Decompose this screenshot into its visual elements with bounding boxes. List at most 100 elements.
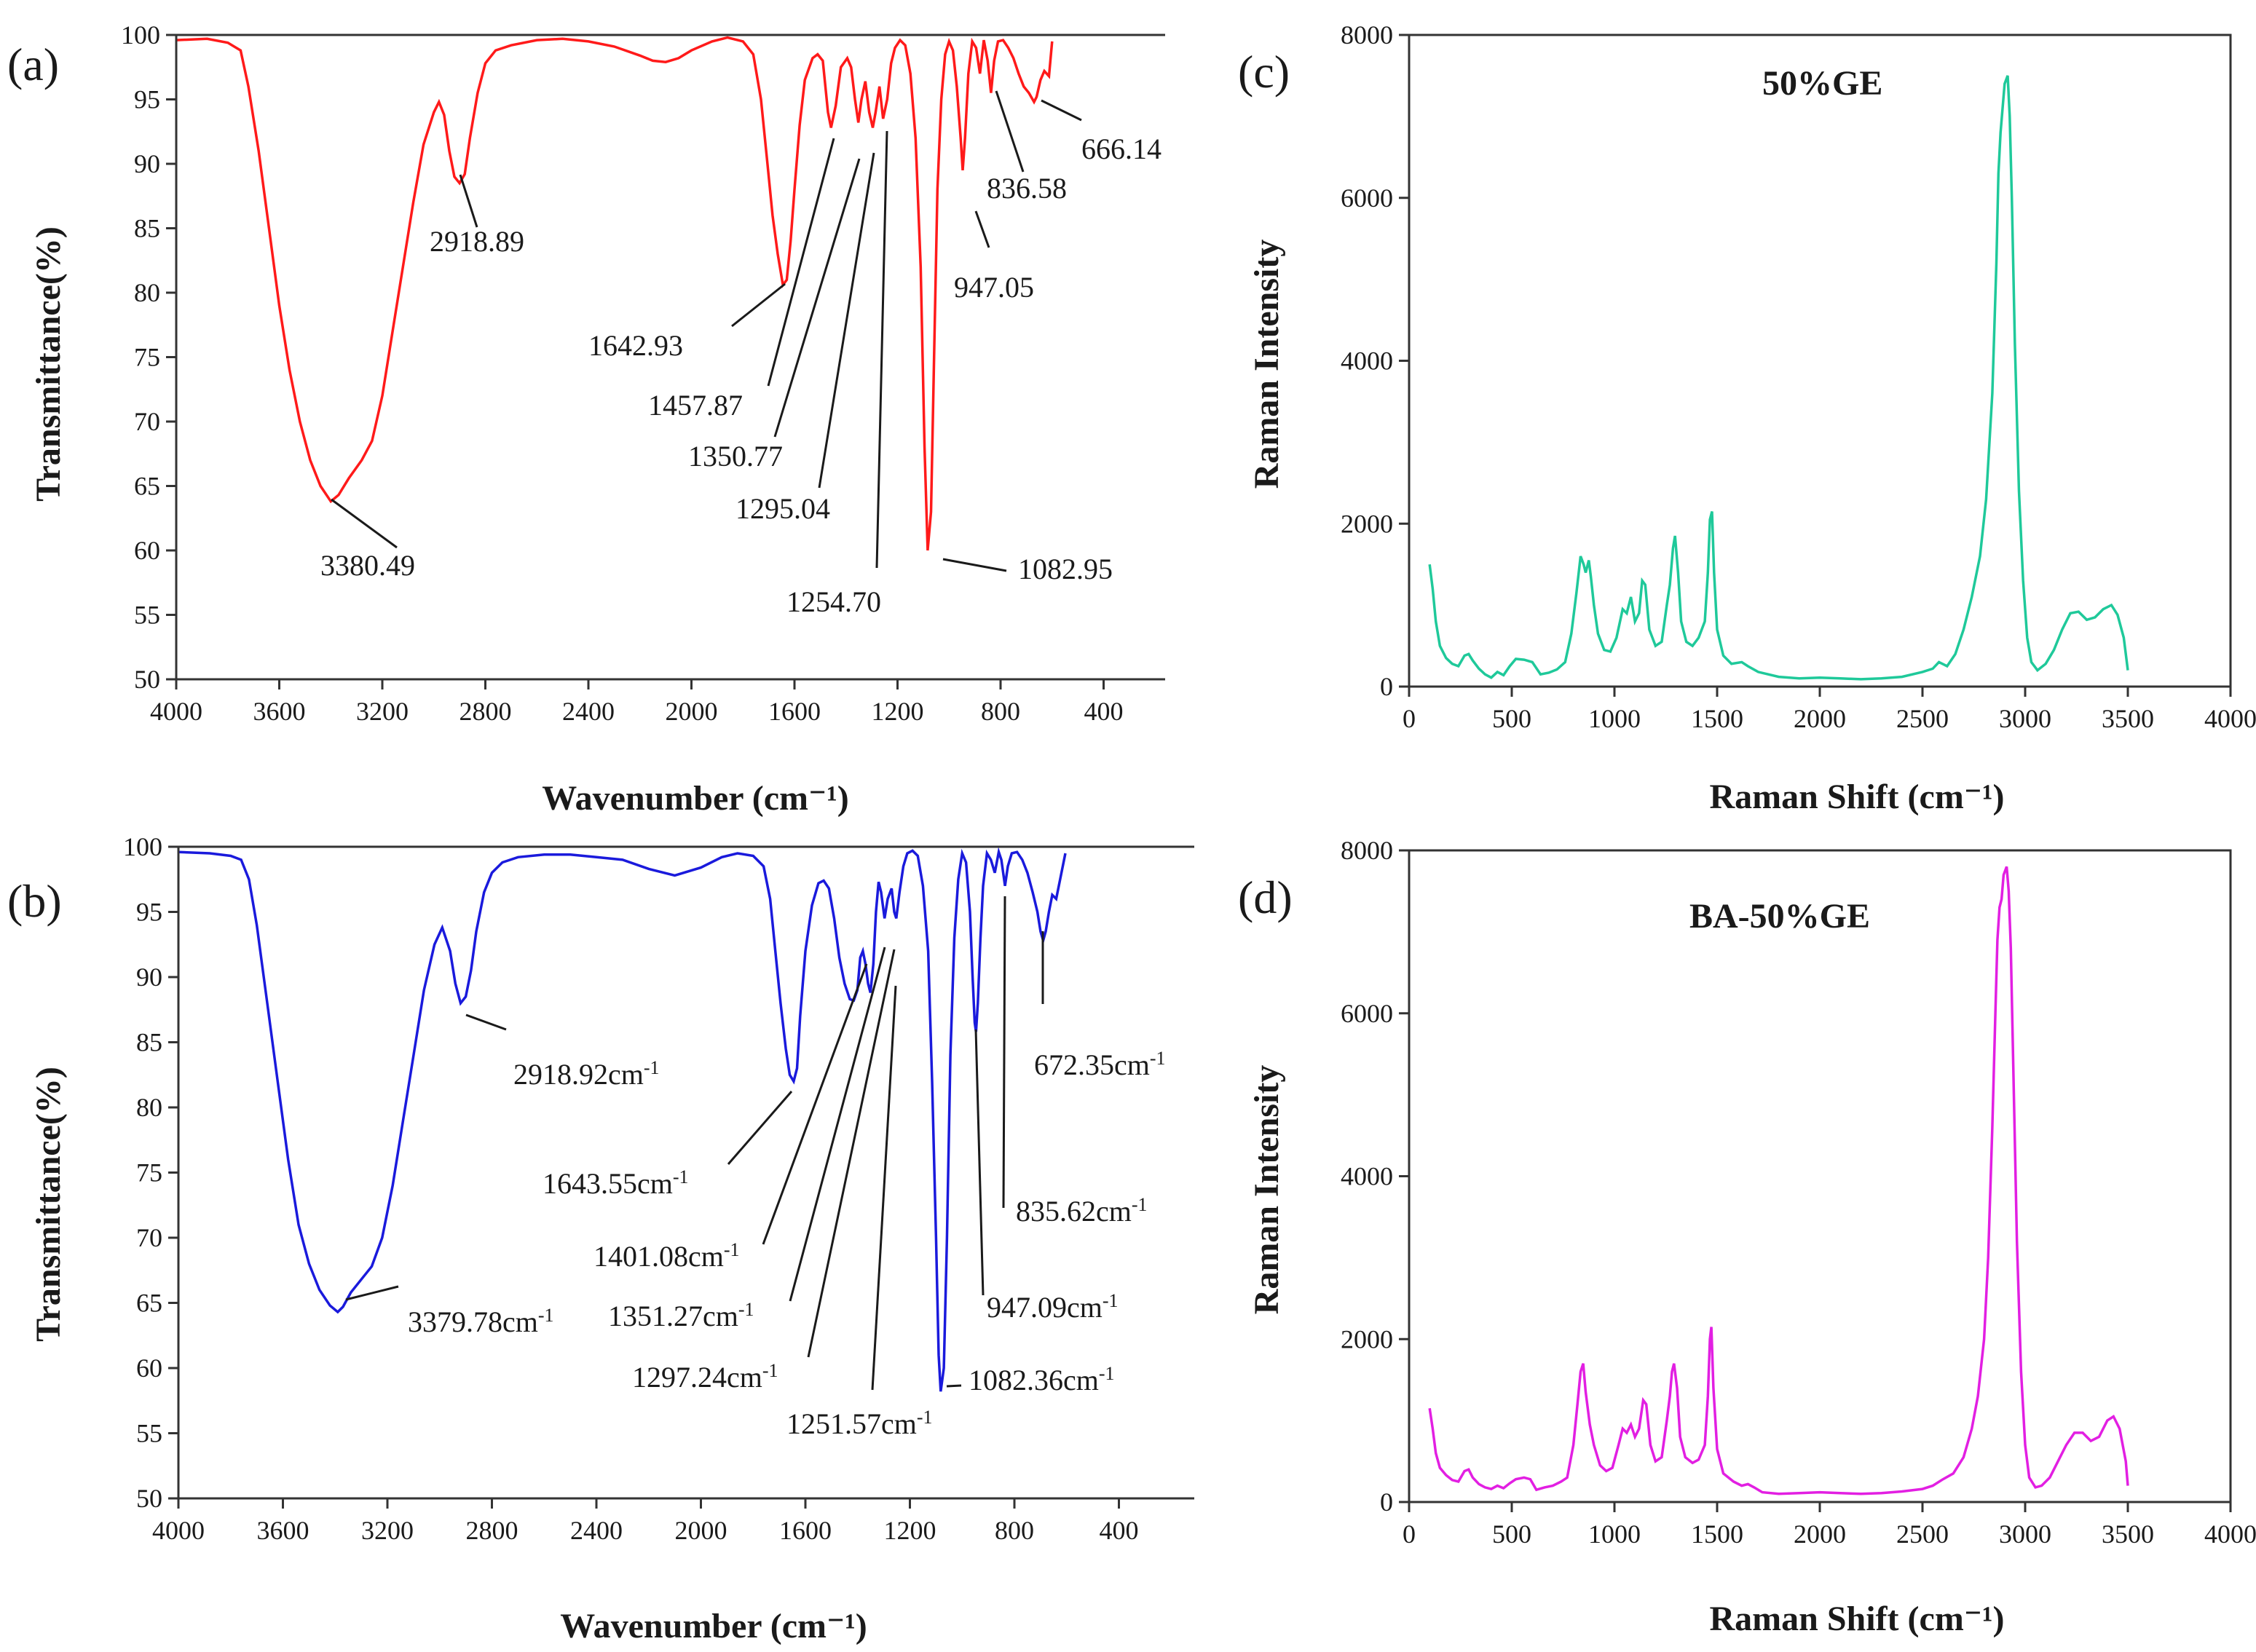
peak-label-1643: 1643.55cm-1 [543, 1166, 689, 1200]
peak-label-947: 947.05 [954, 271, 1034, 304]
plot-frame-d [1408, 849, 2232, 1503]
y-tick-label: 80 [136, 1093, 162, 1122]
x-tick-label: 2800 [466, 1516, 518, 1545]
x-ticks-d: 0 500 1000 1500 2000 2500 3000 3500 4000 [1403, 1502, 2256, 1549]
x-tick-label: 3000 [1999, 704, 2051, 733]
x-tick-label: 2400 [570, 1516, 623, 1545]
peak-label-666: 666.14 [1081, 133, 1161, 165]
y-tick-label: 65 [136, 1289, 162, 1318]
x-tick-label: 2000 [666, 697, 718, 726]
chart-d: (d) BA-50%GE Raman Intensity Raman Shift… [1238, 836, 2256, 1638]
y-axis-label-a: Transmittance(%) [29, 226, 68, 502]
peak-label-1350: 1350.77 [688, 440, 783, 473]
peak-label-1457: 1457.87 [648, 389, 743, 422]
x-tick-label: 4000 [150, 697, 202, 726]
y-tick-label: 100 [123, 832, 162, 861]
y-tick-label: 8000 [1341, 20, 1393, 50]
peak-label-836: 836.58 [987, 172, 1067, 205]
peak-label-3380: 3380.49 [320, 549, 415, 582]
y-tick-label: 60 [134, 536, 160, 565]
peak-label-1401: 1401.08cm-1 [593, 1239, 740, 1273]
x-tick-label: 3000 [1999, 1519, 2051, 1549]
y-tick-label: 70 [136, 1223, 162, 1252]
annotations-b: 3379.78cm-1 2918.92cm-1 1643.55cm-1 1401… [345, 896, 1166, 1440]
y-tick-label: 70 [134, 407, 160, 436]
y-ticks-c: 0 2000 4000 6000 8000 [1341, 20, 1409, 701]
chart-title-c: 50%GE [1762, 64, 1882, 103]
x-tick-label: 400 [1100, 1516, 1139, 1545]
y-tick-label: 6000 [1341, 183, 1393, 213]
chart-b: (b) Transmittance(%) Wavenumber (cm⁻¹) 5… [7, 832, 1194, 1645]
x-tick-label: 1200 [884, 1516, 936, 1545]
chart-a: (a) Transmittance(%) Wavenumber (cm⁻¹) 5… [7, 20, 1165, 818]
y-tick-label: 50 [134, 665, 160, 694]
x-tick-label: 3500 [2102, 704, 2154, 733]
y-tick-label: 50 [136, 1484, 162, 1513]
x-axis-label-d: Raman Shift (cm⁻¹) [1709, 1600, 2004, 1638]
x-tick-label: 500 [1492, 704, 1531, 733]
peak-label-1251: 1251.57cm-1 [786, 1407, 933, 1440]
peak-label-1082: 1082.95 [1018, 553, 1113, 585]
y-tick-label: 90 [136, 963, 162, 992]
y-tick-label: 100 [121, 20, 160, 50]
annotations-a: 3380.49 2918.89 1642.93 1457.87 1350.77 … [320, 90, 1161, 618]
x-tick-label: 400 [1084, 697, 1124, 726]
x-ticks-b: 400036003200280024002000160012008004000 [152, 1498, 1139, 1545]
y-tick-label: 0 [1380, 1487, 1393, 1517]
peak-label-3379: 3379.78cm-1 [408, 1305, 554, 1338]
x-tick-label: 2400 [562, 697, 615, 726]
raman-line-d [1428, 866, 2129, 1495]
y-tick-label: 85 [134, 214, 160, 243]
x-axis-label-b: Wavenumber (cm⁻¹) [560, 1607, 867, 1645]
x-tick-label: 1600 [768, 697, 821, 726]
x-tick-label: 2500 [1896, 1519, 1949, 1549]
x-tick-label: 1200 [872, 697, 924, 726]
ftir-line-a [175, 36, 1054, 551]
x-tick-label: 1000 [1588, 1519, 1641, 1549]
x-tick-label: 3200 [356, 697, 409, 726]
x-tick-label: 2000 [675, 1516, 727, 1545]
x-tick-label: 4000 [152, 1516, 205, 1545]
peak-label-835: 835.62cm-1 [1016, 1194, 1148, 1228]
y-tick-label: 55 [134, 601, 160, 630]
x-tick-label: 3600 [253, 697, 306, 726]
y-tick-label: 80 [134, 278, 160, 307]
ftir-line-b [178, 847, 1067, 1392]
y-tick-label: 0 [1380, 672, 1393, 701]
x-tick-label: 800 [995, 1516, 1034, 1545]
y-tick-label: 4000 [1341, 347, 1393, 376]
x-tick-label: 3600 [257, 1516, 309, 1545]
x-tick-label: 1600 [779, 1516, 832, 1545]
x-tick-label: 3500 [2102, 1519, 2154, 1549]
y-tick-label: 60 [136, 1353, 162, 1383]
x-tick-label: 2500 [1896, 704, 1949, 733]
peak-label-2918b: 2918.92cm-1 [513, 1057, 660, 1091]
panel-label-c: (c) [1238, 46, 1290, 98]
peak-label-1082b: 1082.36cm-1 [969, 1363, 1115, 1396]
x-tick-label: 2800 [460, 697, 512, 726]
peak-label-1254: 1254.70 [786, 585, 881, 618]
y-tick-label: 75 [136, 1158, 162, 1187]
y-tick-label: 90 [134, 149, 160, 178]
x-ticks-a: 400036003200280024002000160012008004000 [150, 679, 1124, 726]
chart-title-d: BA-50%GE [1689, 897, 1870, 936]
x-axis-label-c: Raman Shift (cm⁻¹) [1709, 778, 2004, 816]
x-tick-label: 1500 [1691, 704, 1743, 733]
y-tick-label: 65 [134, 472, 160, 501]
y-ticks-b: 50 55 60 65 70 75 80 85 90 95 100 [123, 832, 178, 1513]
y-tick-label: 55 [136, 1419, 162, 1448]
x-axis-label-a: Wavenumber (cm⁻¹) [542, 779, 848, 818]
x-tick-label: 0 [1403, 1519, 1416, 1549]
panel-label-d: (d) [1238, 872, 1293, 923]
x-tick-label: 2000 [1794, 704, 1846, 733]
y-tick-label: 75 [134, 343, 160, 372]
peak-label-1295: 1295.04 [735, 492, 830, 525]
y-tick-label: 95 [136, 898, 162, 927]
y-tick-label: 6000 [1341, 999, 1393, 1028]
y-tick-label: 85 [136, 1028, 162, 1057]
plot-frame-b [177, 845, 1194, 1500]
x-tick-label: 800 [981, 697, 1020, 726]
peak-label-672: 672.35cm-1 [1034, 1048, 1166, 1081]
peak-label-2918: 2918.89 [430, 225, 524, 258]
panel-label-a: (a) [7, 39, 59, 90]
